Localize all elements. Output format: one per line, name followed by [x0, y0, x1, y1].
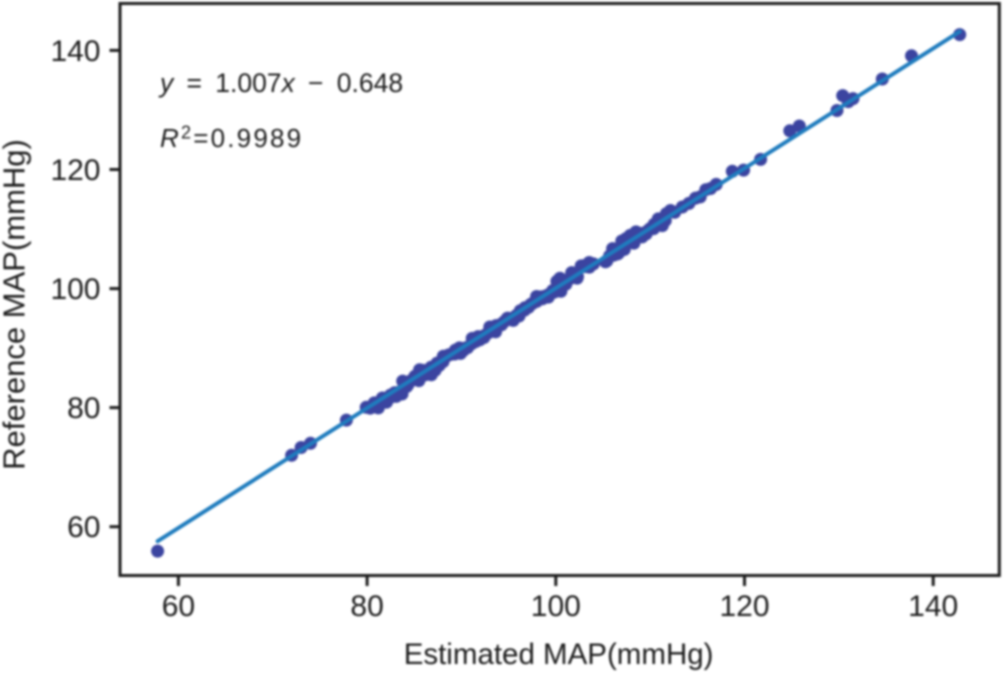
svg-text:60: 60	[67, 511, 100, 544]
svg-text:120: 120	[719, 590, 769, 623]
svg-text:y = 1.007x − 0.648: y = 1.007x − 0.648	[158, 68, 403, 98]
svg-text:Estimated MAP(mmHg): Estimated MAP(mmHg)	[404, 638, 714, 671]
svg-text:120: 120	[50, 154, 100, 187]
svg-text:140: 140	[908, 590, 958, 623]
svg-text:80: 80	[350, 590, 383, 623]
svg-text:60: 60	[162, 590, 195, 623]
svg-text:Reference MAP(mmHg): Reference MAP(mmHg)	[0, 139, 32, 470]
svg-text:100: 100	[531, 590, 581, 623]
svg-text:80: 80	[67, 392, 100, 425]
svg-text:100: 100	[50, 273, 100, 306]
svg-text:R2=0.9989: R2=0.9989	[160, 123, 303, 154]
svg-text:140: 140	[50, 35, 100, 68]
